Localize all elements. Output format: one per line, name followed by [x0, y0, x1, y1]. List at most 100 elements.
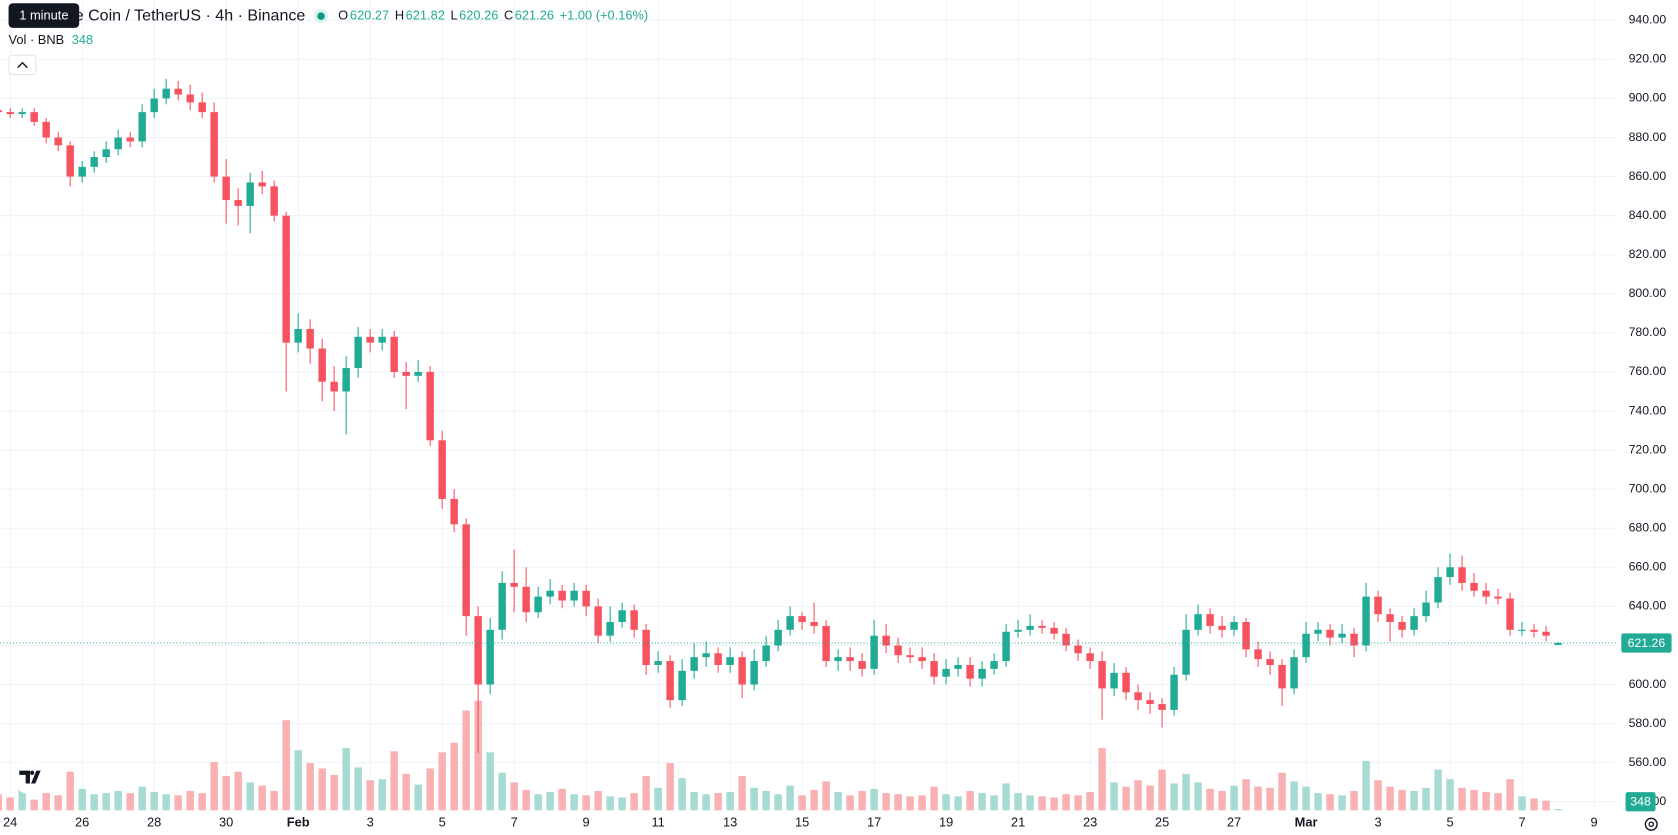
volume-bar — [378, 779, 386, 811]
volume-bar — [1290, 781, 1298, 811]
settings-core — [1648, 821, 1655, 828]
volume-bar — [114, 790, 122, 811]
candle-body — [534, 596, 542, 613]
volume-bar — [210, 762, 218, 811]
candle-body — [1494, 596, 1502, 599]
candle-body — [30, 112, 38, 122]
volume-bar — [714, 793, 722, 811]
price-pane — [0, 78, 1562, 753]
legend-open-label: O — [338, 7, 348, 22]
volume-bar — [270, 790, 278, 811]
volume-bar — [1218, 790, 1226, 811]
candle-body — [354, 336, 362, 369]
volume-bar — [78, 788, 86, 811]
y-tick-label: 580.00 — [1629, 716, 1667, 730]
volume-bar — [450, 742, 458, 811]
candle-body — [462, 524, 470, 617]
volume-bar — [570, 794, 578, 811]
candle-body — [1398, 621, 1406, 630]
candle-body — [246, 182, 254, 206]
volume-bar — [1278, 772, 1286, 811]
candle-body — [1446, 567, 1454, 578]
volume-bar — [1326, 794, 1334, 811]
x-tick-label: 13 — [723, 815, 737, 830]
candle-body — [642, 629, 650, 665]
volume-bar — [1494, 793, 1502, 811]
x-tick-label: 9 — [583, 815, 590, 830]
x-tick-label: 26 — [75, 815, 89, 830]
candle-body — [546, 590, 554, 597]
candle-body — [1530, 629, 1538, 632]
volume-bar — [954, 796, 962, 811]
volume-bar — [510, 782, 518, 811]
candle-body — [1206, 614, 1214, 626]
volume-bar — [486, 752, 494, 811]
volume-bar — [234, 771, 242, 811]
volume-bar — [642, 775, 650, 811]
legend-close: 621.26 — [515, 7, 554, 22]
volume-bar — [1194, 782, 1202, 811]
volume-bar — [1098, 748, 1106, 811]
candle-body — [570, 590, 578, 601]
candle-body — [1314, 629, 1322, 634]
x-tick-label: 25 — [1155, 815, 1169, 830]
candle-body — [102, 149, 110, 158]
volume-bar — [1038, 796, 1046, 811]
candle-body — [6, 112, 14, 115]
candle-body — [150, 98, 158, 113]
candle-body — [690, 657, 698, 671]
candle-body — [210, 112, 218, 177]
tooltip-text: 1 minute — [19, 7, 68, 22]
candle-body — [1170, 674, 1178, 710]
y-tick-label: 820.00 — [1629, 247, 1667, 261]
candle-body — [258, 182, 266, 187]
volume-bar — [390, 751, 398, 811]
candle-body — [558, 590, 566, 601]
volume-bar — [594, 790, 602, 811]
candle-body — [990, 661, 998, 669]
last-price-label: 621.26 — [1628, 636, 1666, 650]
candle-body — [1110, 672, 1118, 689]
candle-body — [1050, 627, 1058, 634]
candle-body — [522, 586, 530, 613]
volume-bar — [1542, 800, 1550, 811]
collapse-button[interactable] — [8, 54, 37, 76]
candle-body — [1062, 633, 1070, 646]
volume-bar — [1206, 788, 1214, 811]
candle-body — [1254, 649, 1262, 660]
x-tick-label: 5 — [1446, 815, 1453, 830]
y-tick-label: 800.00 — [1629, 286, 1667, 300]
volume-bar — [498, 772, 506, 811]
settings-icon[interactable] — [1644, 817, 1658, 831]
candle-body — [1074, 645, 1082, 654]
y-tick-label: 940.00 — [1629, 13, 1667, 27]
candle-body — [678, 670, 686, 701]
grid — [0, 0, 1616, 811]
volume-bar — [1374, 780, 1382, 811]
volume-bar — [1470, 789, 1478, 811]
volume-bar — [534, 794, 542, 811]
x-tick-label: 3 — [1374, 815, 1381, 830]
candle-body — [1338, 633, 1346, 638]
candle-body — [1218, 625, 1226, 630]
candle-body — [606, 621, 614, 636]
x-tick-label: 30 — [219, 815, 233, 830]
x-tick-label: 7 — [511, 815, 518, 830]
volume-bar — [1506, 779, 1514, 811]
y-tick-label: 740.00 — [1629, 403, 1667, 417]
volume-bar — [1134, 780, 1142, 811]
candle-body — [1182, 629, 1190, 675]
candle-body — [438, 440, 446, 499]
candle-body — [810, 621, 818, 626]
candle-body — [426, 371, 434, 441]
volume-bar — [678, 778, 686, 811]
y-tick-label: 900.00 — [1629, 91, 1667, 105]
volume-bar — [1230, 785, 1238, 811]
candle-body — [1518, 629, 1526, 631]
candle-body — [1002, 631, 1010, 662]
volume-title: Vol · BNB — [9, 32, 65, 47]
status-dot — [317, 12, 325, 20]
candle-body — [1194, 614, 1202, 630]
volume-bar — [174, 795, 182, 811]
